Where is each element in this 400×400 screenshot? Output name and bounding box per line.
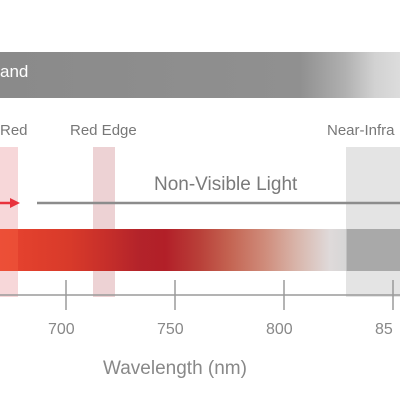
tick-label-750: 750 <box>157 321 184 338</box>
spectrum-gradient-bar <box>0 229 400 271</box>
tick-label-850: 85 <box>375 321 393 338</box>
near-infrared-band-label: Near-Infra <box>327 122 395 139</box>
axis-title: Wavelength (nm) <box>103 358 247 379</box>
visible-red-arrow-head <box>10 198 20 208</box>
tick-label-700: 700 <box>48 321 75 338</box>
near-infrared-band-highlight <box>346 147 400 297</box>
red-band-label: Red <box>0 122 28 139</box>
banner-label: and <box>0 62 29 81</box>
red-band-spectrum-overlay <box>0 229 18 271</box>
non-visible-light-label: Non-Visible Light <box>154 174 298 195</box>
red-edge-band-label: Red Edge <box>70 122 137 139</box>
wavelength-band-banner <box>0 52 400 98</box>
tick-label-800: 800 <box>266 321 293 338</box>
